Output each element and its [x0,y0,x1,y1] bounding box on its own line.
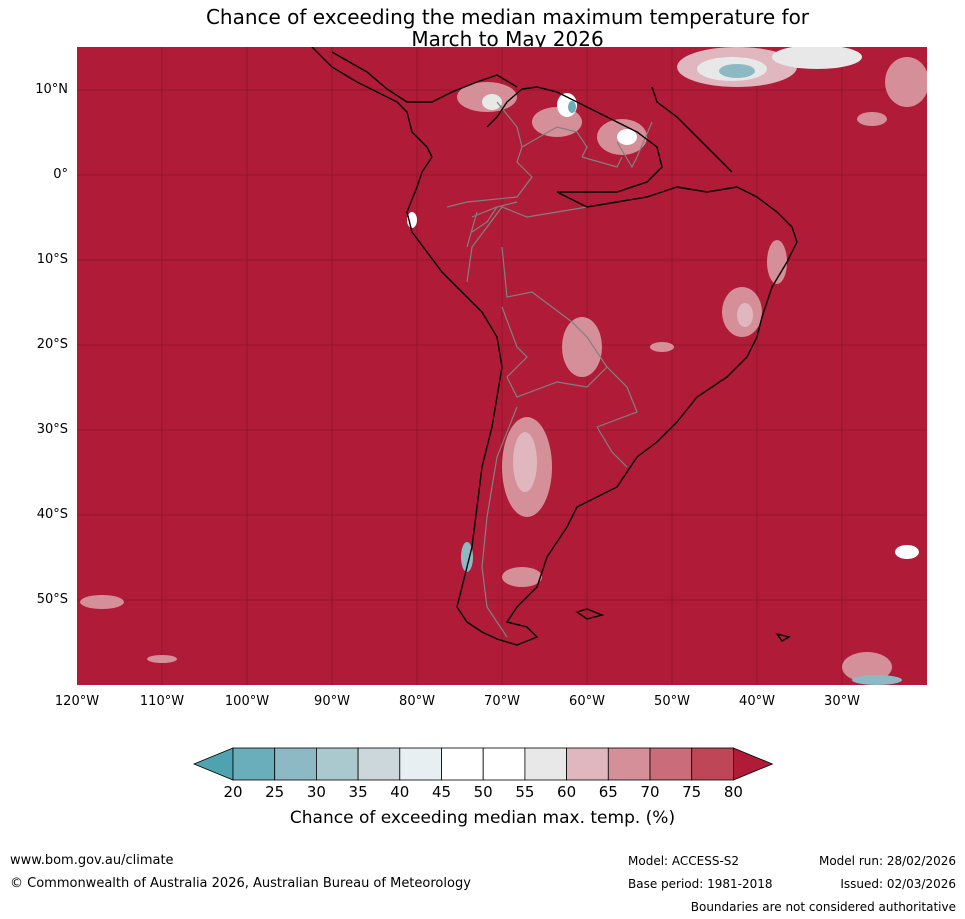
colorbar-cell [357,747,401,781]
south-america-coast [406,86,798,646]
map-title-line1: Chance of exceeding the median maximum t… [205,5,810,29]
issued-text: Issued: 02/03/2026 [840,877,956,891]
lat-label-10n: 10°N [35,82,68,97]
map-area [77,47,927,685]
lon-label-70w: 70°W [484,694,520,709]
lon-label-30w: 30°W [824,694,860,709]
colorbar-cell [524,747,568,781]
colorbar-cell [566,747,609,781]
colorbar-cell [649,747,693,781]
colorbar [192,747,774,781]
colorbar-cells [192,747,774,781]
lon-label-120w: 120°W [54,694,100,709]
probability-patches [80,47,927,685]
falklands [575,608,605,620]
colorbar-tick-label: 75 [682,783,702,801]
colorbar-tick-label: 35 [348,783,368,801]
lat-label-10s: 10°S [36,252,68,267]
colorbar-cell [607,747,651,781]
colorbar-tick-label: 50 [473,783,493,801]
colorbar-title: Chance of exceeding median max. temp. (%… [289,808,676,828]
colorbar-tick-label: 70 [640,783,660,801]
lon-label-100w: 100°W [224,694,270,709]
colorbar-tick-label: 55 [515,783,535,801]
lat-label-30s: 30°S [36,422,68,437]
lat-label-0: 0° [53,167,68,182]
coastline [311,47,798,646]
lon-label-40w: 40°W [739,694,775,709]
colorbar-tick-label: 30 [306,783,326,801]
colorbar-cell [441,747,484,781]
colorbar-tick-label: 20 [223,783,243,801]
lat-label-40s: 40°S [36,507,68,522]
lat-label-20s: 20°S [36,337,68,352]
colorbar-tick-label: 45 [431,783,452,801]
disclaimer-text: Boundaries are not considered authoritat… [690,900,956,914]
colorbar-cell [399,747,442,781]
colorbar-tick-label: 80 [723,783,743,801]
colorbar-cell [315,747,359,781]
central-america-coast [311,47,433,158]
lon-label-50w: 50°W [654,694,690,709]
colorbar-cell [482,747,526,781]
lon-label-110w: 110°W [139,694,185,709]
lat-label-50s: 50°S [36,592,68,607]
colorbar-extend-low [192,747,234,781]
patch-brazil-east [767,240,787,284]
colorbar-cell [232,747,276,781]
base-period-text: Base period: 1981-2018 [628,877,773,891]
lon-label-90w: 90°W [314,694,350,709]
lon-label-60w: 60°W [569,694,605,709]
lon-label-80w: 80°W [399,694,435,709]
website-link[interactable]: www.bom.gov.au/climate [10,853,174,868]
map-title-line2: March to May 2026 [411,27,604,51]
colorbar-tick-label: 25 [265,783,285,801]
model-text: Model: ACCESS-S2 [628,854,740,868]
colorbar-tick-label: 60 [557,783,577,801]
colorbar-extend-high [733,747,774,781]
colorbar-tick-label: 40 [390,783,410,801]
country-borders [446,101,653,638]
model-run-text: Model run: 28/02/2026 [818,854,956,868]
copyright-text: © Commonwealth of Australia 2026, Austra… [10,876,471,891]
colorbar-cell [274,747,317,781]
colorbar-tick-label: 65 [598,783,618,801]
colorbar-cell [691,747,734,781]
